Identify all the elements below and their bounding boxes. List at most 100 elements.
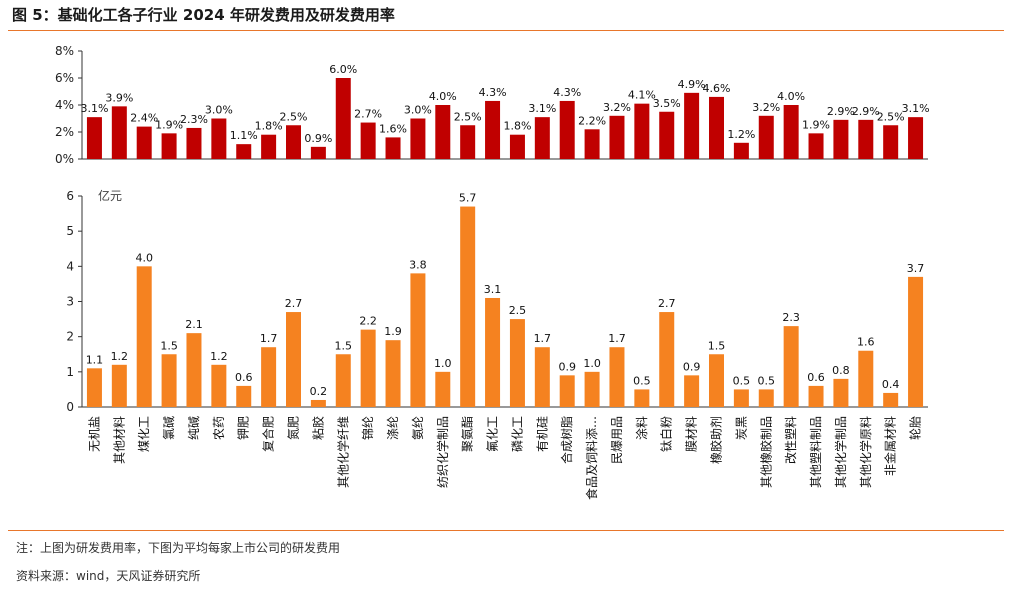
expense-bar — [534, 347, 550, 407]
ratio-data-label: 2.5% — [280, 110, 308, 123]
expense-data-label: 0.5 — [733, 374, 751, 387]
expense-data-label: 2.1 — [185, 318, 203, 331]
title-divider — [8, 30, 1004, 31]
category-label: 改性塑料 — [783, 416, 798, 464]
ratio-bar — [509, 134, 525, 159]
ratio-bar — [261, 134, 277, 159]
category-label: 钾肥 — [237, 416, 251, 440]
expense-bar — [509, 319, 525, 407]
category-label: 氮肥 — [286, 416, 301, 440]
expense-y-tick-label: 2 — [66, 330, 74, 344]
ratio-data-label: 1.8% — [255, 120, 283, 133]
expense-data-label: 1.2 — [111, 350, 129, 363]
ratio-data-label: 2.3% — [180, 113, 208, 126]
ratio-bar — [385, 137, 401, 159]
ratio-bar — [858, 119, 874, 159]
expense-bar — [709, 354, 724, 407]
expense-bar — [360, 329, 376, 407]
charts-canvas: 0%2%4%6%8%3.1%3.9%2.4%1.9%2.3%3.0%1.1%1.… — [55, 44, 930, 500]
expense-data-label: 4.0 — [135, 251, 153, 264]
category-label: 农药 — [212, 416, 226, 440]
ratio-data-label: 4.1% — [628, 89, 656, 102]
category-label: 膜材料 — [685, 416, 699, 452]
expense-data-label: 1.5 — [160, 339, 178, 352]
category-label: 其他材料 — [112, 416, 126, 464]
ratio-data-label: 6.0% — [329, 63, 357, 76]
ratio-bar — [211, 118, 227, 159]
category-label: 有机硅 — [535, 416, 549, 452]
ratio-data-label: 2.5% — [454, 110, 482, 123]
expense-bar — [659, 312, 675, 407]
expense-bar — [883, 392, 899, 407]
ratio-bar — [783, 105, 799, 159]
ratio-data-label: 4.0% — [777, 90, 805, 103]
ratio-data-label: 1.9% — [802, 118, 830, 131]
ratio-data-label: 2.5% — [877, 110, 905, 123]
ratio-bar — [908, 117, 924, 159]
expense-bar — [310, 399, 326, 407]
expense-bar — [211, 364, 227, 407]
ratio-bar — [335, 78, 351, 159]
expense-unit-label: 亿元 — [98, 188, 122, 203]
expense-data-label: 1.1 — [86, 353, 104, 366]
ratio-data-label: 3.0% — [205, 104, 233, 117]
ratio-data-label: 1.8% — [503, 120, 531, 133]
category-label: 其他塑料制品 — [808, 416, 823, 488]
ratio-data-label: 3.2% — [603, 101, 631, 114]
expense-data-label: 0.6 — [807, 371, 825, 384]
category-label: 纺织化学制品 — [435, 416, 450, 488]
expense-data-label: 2.2 — [359, 315, 377, 328]
category-label: 其他橡胶制品 — [758, 416, 773, 488]
expense-bar — [86, 368, 102, 407]
ratio-y-tick-label: 0% — [55, 152, 74, 166]
ratio-data-label: 3.1% — [80, 102, 108, 115]
ratio-bar — [559, 100, 575, 159]
expense-data-label: 1.0 — [434, 357, 452, 370]
ratio-data-label: 3.0% — [404, 104, 432, 117]
ratio-data-label: 3.1% — [528, 102, 556, 115]
expense-bar — [236, 385, 252, 407]
category-label: 其他化学纤维 — [335, 416, 350, 488]
expense-bar — [136, 266, 152, 407]
expense-bar — [261, 347, 277, 407]
ratio-bar — [460, 125, 476, 159]
expense-data-label: 0.9 — [683, 360, 701, 373]
figure-title: 图 5：基础化工各子行业 2024 年研发费用及研发费用率 — [12, 6, 395, 24]
ratio-bar — [186, 127, 202, 159]
expense-data-label: 2.7 — [285, 297, 303, 310]
expense-bar — [609, 347, 625, 407]
expense-bar — [808, 385, 824, 407]
category-label: 食品及饲料添… — [584, 416, 599, 500]
ratio-data-label: 3.2% — [752, 101, 780, 114]
ratio-data-label: 2.4% — [130, 112, 158, 125]
category-label: 涤纶 — [386, 416, 400, 440]
expense-bar — [858, 350, 874, 407]
expense-data-label: 1.6 — [857, 336, 875, 349]
category-label: 煤化工 — [137, 416, 151, 452]
ratio-data-label: 3.9% — [105, 91, 133, 104]
ratio-data-label: 2.7% — [354, 108, 382, 121]
expense-bar — [559, 375, 575, 407]
category-label: 涂料 — [634, 416, 649, 440]
ratio-bar — [310, 146, 326, 159]
ratio-bar — [808, 133, 824, 159]
expense-bar — [783, 326, 799, 407]
ratio-data-label: 2.2% — [578, 114, 606, 127]
expense-bar — [435, 371, 451, 407]
expense-data-label: 2.5 — [509, 304, 527, 317]
ratio-bar — [236, 144, 252, 159]
category-label: 钛白粉 — [659, 416, 674, 452]
category-label: 氨纶 — [411, 416, 425, 440]
ratio-bar — [286, 125, 301, 159]
expense-data-label: 1.9 — [384, 325, 402, 338]
category-label: 其他化学原料 — [858, 416, 873, 488]
ratio-y-tick-label: 8% — [55, 44, 74, 58]
ratio-bar — [435, 105, 451, 159]
expense-data-label: 3.1 — [484, 283, 502, 296]
expense-y-tick-label: 4 — [66, 259, 74, 273]
category-label: 合成树脂 — [559, 416, 574, 464]
expense-y-tick-label: 0 — [66, 400, 74, 414]
ratio-bar — [659, 111, 675, 159]
expense-bar — [335, 354, 351, 407]
expense-data-label: 1.2 — [210, 350, 228, 363]
